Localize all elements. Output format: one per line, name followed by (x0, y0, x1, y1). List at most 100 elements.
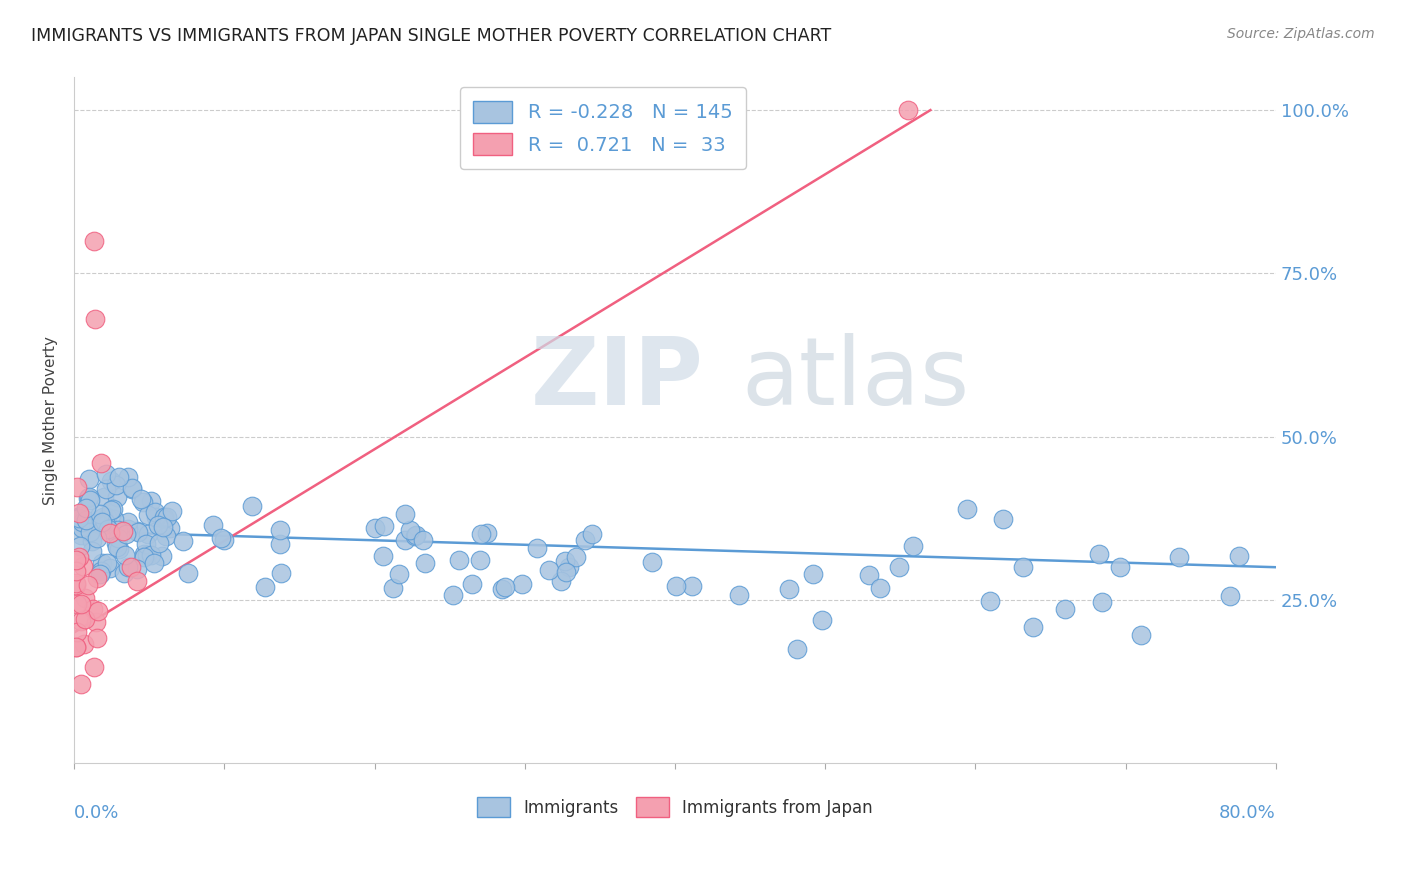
Point (100, 475, 122, 489)
Point (869, 581, 891, 595)
Point (117, 470, 139, 484)
Point (120, 560, 142, 574)
Point (86, 531, 108, 545)
Text: Source: ZipAtlas.com: Source: ZipAtlas.com (1227, 27, 1375, 41)
Point (373, 549, 395, 563)
Point (117, 515, 139, 529)
Point (127, 574, 149, 588)
Point (1090, 595, 1112, 609)
Point (778, 582, 800, 597)
Point (132, 495, 155, 509)
Point (65, 577, 87, 591)
Point (153, 512, 176, 526)
Point (90, 556, 112, 570)
Point (554, 554, 576, 568)
Point (156, 509, 179, 524)
Point (1219, 589, 1241, 603)
Point (69, 676, 91, 690)
Point (394, 507, 416, 521)
Point (461, 577, 484, 591)
Point (145, 510, 167, 524)
Point (494, 580, 516, 594)
Point (96, 467, 118, 482)
Point (177, 566, 200, 580)
Point (979, 594, 1001, 608)
Point (136, 526, 159, 541)
Point (412, 533, 434, 547)
Point (112, 566, 135, 580)
Point (1012, 560, 1035, 574)
Point (90, 456, 112, 470)
Point (565, 550, 588, 565)
Point (77, 491, 100, 505)
Point (254, 580, 277, 594)
Point (94, 482, 117, 496)
Point (897, 103, 920, 117)
Point (136, 508, 159, 522)
Point (150, 549, 173, 563)
Point (152, 509, 174, 524)
Point (90, 565, 112, 579)
Point (101, 501, 124, 516)
Point (117, 522, 139, 536)
Text: atlas: atlas (741, 333, 969, 425)
Point (70, 527, 93, 541)
Point (93, 490, 115, 504)
Point (105, 536, 128, 550)
Point (468, 552, 491, 566)
Point (1087, 547, 1109, 561)
Point (65, 640, 87, 654)
Point (73, 519, 96, 533)
Point (70, 520, 93, 534)
Point (107, 531, 129, 545)
Point (107, 523, 129, 537)
Point (131, 492, 153, 507)
Point (1168, 550, 1191, 565)
Point (141, 493, 163, 508)
Point (801, 567, 824, 582)
Text: ZIP: ZIP (531, 333, 703, 425)
Point (86, 631, 108, 645)
Point (103, 512, 125, 526)
Point (172, 534, 194, 549)
Point (555, 565, 578, 579)
Point (67, 507, 90, 521)
Point (66, 480, 89, 494)
Point (269, 537, 291, 551)
Point (65, 575, 87, 590)
Point (108, 541, 131, 556)
Point (82, 533, 104, 548)
Point (121, 482, 143, 496)
Point (75, 500, 97, 515)
Point (858, 568, 880, 582)
Point (79, 524, 101, 539)
Text: 0.0%: 0.0% (75, 805, 120, 822)
Point (91, 510, 114, 524)
Point (91, 515, 114, 529)
Point (373, 518, 395, 533)
Point (73, 637, 96, 651)
Point (209, 532, 232, 546)
Point (143, 556, 166, 570)
Point (665, 579, 688, 593)
Point (640, 555, 662, 569)
Point (79, 492, 101, 507)
Point (993, 512, 1015, 526)
Point (65, 553, 87, 567)
Point (160, 504, 183, 518)
Point (70, 515, 93, 529)
Point (139, 548, 162, 562)
Point (83, 659, 105, 673)
Point (404, 529, 426, 543)
Point (121, 481, 143, 495)
Point (441, 588, 464, 602)
Point (67, 511, 90, 525)
Point (72, 559, 94, 574)
Point (66, 598, 89, 612)
Point (84, 312, 107, 326)
Point (382, 582, 405, 596)
Point (574, 533, 596, 547)
Point (105, 477, 128, 491)
Point (98, 561, 121, 575)
Point (363, 521, 385, 535)
